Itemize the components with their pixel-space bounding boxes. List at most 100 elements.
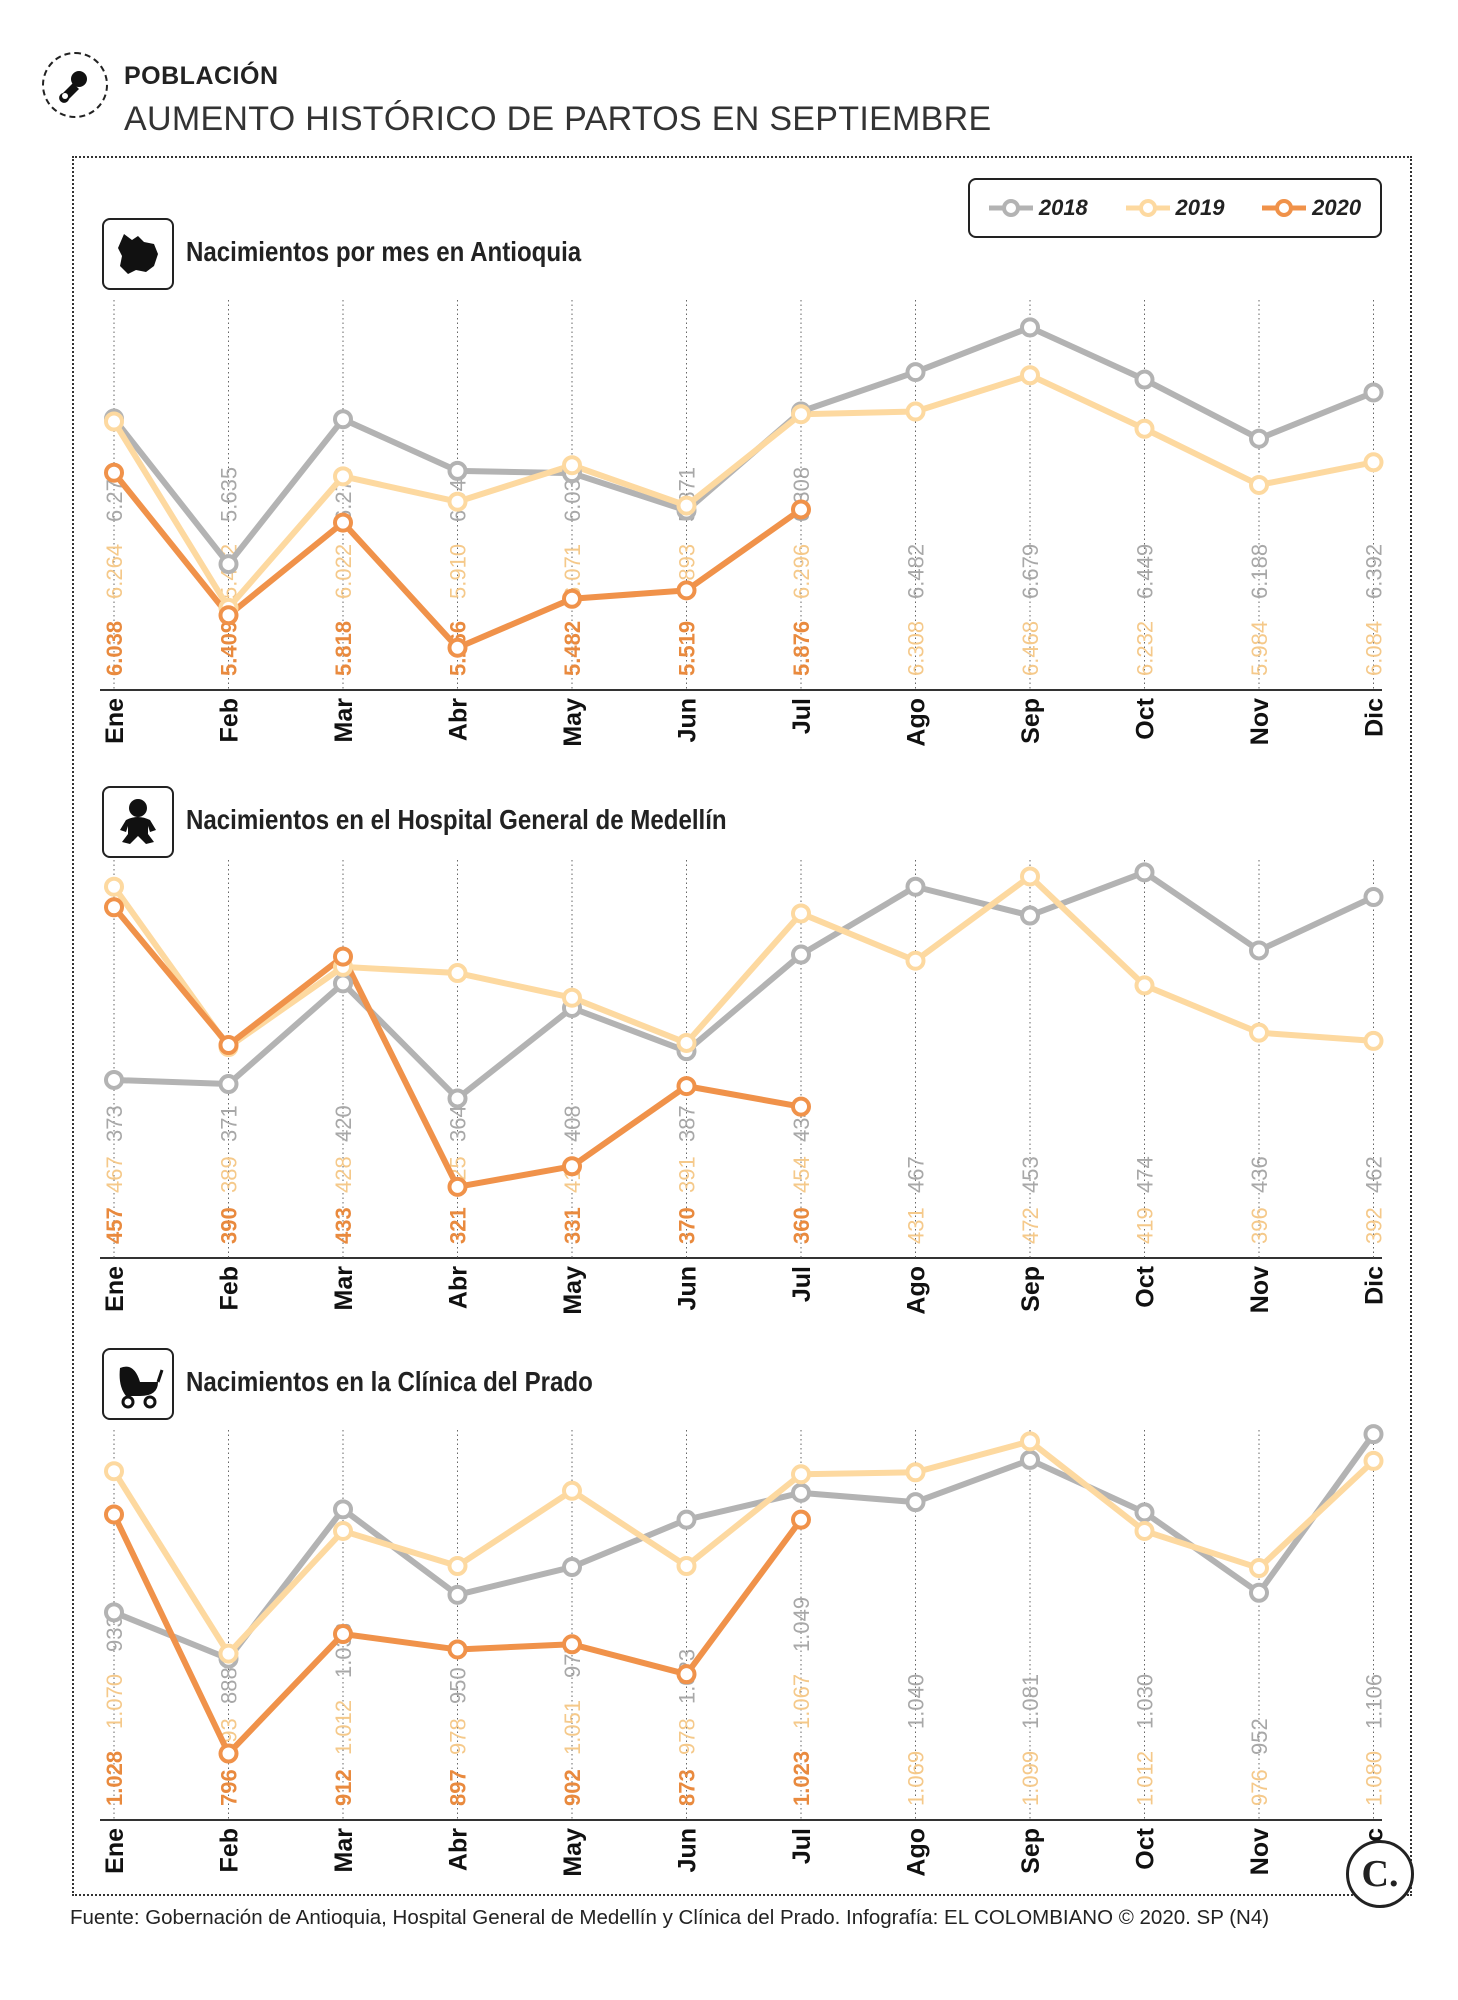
x-tick-label: Dic <box>1361 1266 1389 1305</box>
point-2020 <box>676 1664 697 1685</box>
data-label: 978 <box>675 1718 700 1755</box>
data-label: 433 <box>331 1207 356 1244</box>
data-label: 6.022 <box>331 544 356 599</box>
data-label: 436 <box>1247 1156 1272 1193</box>
point-2018 <box>1134 862 1155 883</box>
data-label: 391 <box>675 1156 700 1193</box>
x-tick-label: May <box>559 698 587 747</box>
x-tick-label: Sep <box>1017 698 1045 744</box>
x-tick-label: Abr <box>445 1266 473 1309</box>
x-tick-label: Ene <box>101 1266 129 1312</box>
point-2019 <box>1363 452 1384 473</box>
legend-label-2019: 2019 <box>1175 195 1225 220</box>
data-label: 796 <box>217 1769 242 1806</box>
data-label: 453 <box>1018 1156 1043 1193</box>
point-2020 <box>562 1156 582 1177</box>
data-label: 1.069 <box>904 1751 929 1806</box>
x-tick-label: Oct <box>1132 1827 1160 1869</box>
data-label: 360 <box>789 1207 814 1244</box>
x-tick-label: Jul <box>788 698 816 734</box>
point-2019 <box>1249 474 1269 495</box>
point-2018 <box>104 1069 124 1090</box>
point-2019 <box>104 1461 124 1482</box>
point-2019 <box>791 404 811 425</box>
data-label: 1.081 <box>1018 1674 1043 1729</box>
series-line-2018 <box>112 1432 1376 1662</box>
x-tick-label: Jun <box>674 698 702 742</box>
point-2019 <box>1020 365 1040 386</box>
data-label: 392 <box>1362 1207 1387 1244</box>
data-label: 5.876 <box>789 621 814 676</box>
x-tick-label: Feb <box>216 1828 244 1872</box>
data-label: 1.070 <box>102 1674 127 1729</box>
point-2020 <box>333 1624 353 1644</box>
data-label: 462 <box>1362 1156 1387 1193</box>
x-tick-label: Jul <box>788 1828 816 1864</box>
x-tick-label: Nov <box>1246 1828 1274 1875</box>
point-2018 <box>905 1492 926 1513</box>
data-label: 408 <box>560 1105 585 1142</box>
data-label: 454 <box>789 1156 814 1193</box>
point-2018 <box>905 362 926 383</box>
data-label: 897 <box>446 1769 471 1806</box>
data-label: 1.067 <box>789 1674 814 1729</box>
point-2018 <box>1363 887 1384 907</box>
point-2019 <box>218 1643 239 1664</box>
section-kicker: POBLACIÓN <box>124 62 279 90</box>
panel-title-hospital: Nacimientos en el Hospital General de Me… <box>186 804 727 835</box>
data-label: 472 <box>1018 1207 1043 1244</box>
point-2018 <box>447 1584 468 1605</box>
data-label: 419 <box>1133 1207 1158 1244</box>
point-2018 <box>1020 905 1040 926</box>
legend-label-2018: 2018 <box>1038 195 1088 220</box>
x-tick-label: Oct <box>1132 697 1160 739</box>
point-2020 <box>218 605 239 626</box>
data-label: 370 <box>675 1207 700 1244</box>
x-tick-label: May <box>559 1828 587 1877</box>
data-label: 6.679 <box>1018 544 1043 599</box>
data-label: 6.392 <box>1362 544 1387 599</box>
x-tick-label: Jun <box>674 1266 702 1310</box>
pacifier-icon <box>42 52 108 118</box>
point-2020 <box>447 637 468 658</box>
data-label: 950 <box>446 1667 471 1704</box>
data-label: 888 <box>217 1667 242 1704</box>
x-tick-label: Mar <box>330 1828 358 1873</box>
point-2020 <box>676 1076 697 1097</box>
data-label: 912 <box>331 1769 356 1806</box>
data-label: 6.038 <box>102 621 127 676</box>
data-label: 1.049 <box>789 1597 814 1652</box>
baby-icon <box>102 786 174 858</box>
point-2018 <box>562 1557 582 1578</box>
point-2019 <box>1134 1520 1155 1541</box>
data-label: 474 <box>1133 1156 1158 1193</box>
point-2018 <box>1363 382 1384 403</box>
series-line-2018 <box>113 869 1375 1102</box>
point-2018 <box>218 1074 239 1095</box>
point-2020 <box>333 512 353 533</box>
point-2019 <box>1249 1022 1269 1043</box>
data-label: 5.984 <box>1247 621 1272 676</box>
x-tick-label: Feb <box>216 698 244 742</box>
x-tick-label: Nov <box>1246 698 1274 745</box>
point-2019 <box>1363 1030 1384 1051</box>
data-label: 390 <box>217 1207 242 1244</box>
chart-legend: 2018 2019 2020 <box>968 178 1382 238</box>
point-2019 <box>447 491 468 512</box>
legend-label-2020: 2020 <box>1312 195 1362 220</box>
series-line-2019 <box>111 873 1374 1051</box>
point-2020 <box>447 1176 468 1197</box>
x-tick-label: Sep <box>1017 1266 1045 1312</box>
panel-title-antioquia: Nacimientos por mes en Antioquia <box>186 236 582 267</box>
point-2019 <box>562 987 582 1008</box>
data-label: 5.910 <box>446 544 471 599</box>
data-label: 6.482 <box>904 544 929 599</box>
point-2020 <box>104 462 124 483</box>
x-tick-label: Jun <box>674 1828 702 1872</box>
point-2019 <box>905 950 926 971</box>
point-2019 <box>905 401 926 422</box>
point-2018 <box>333 1499 353 1520</box>
data-label: 1.040 <box>904 1674 929 1729</box>
point-2018 <box>447 460 468 481</box>
